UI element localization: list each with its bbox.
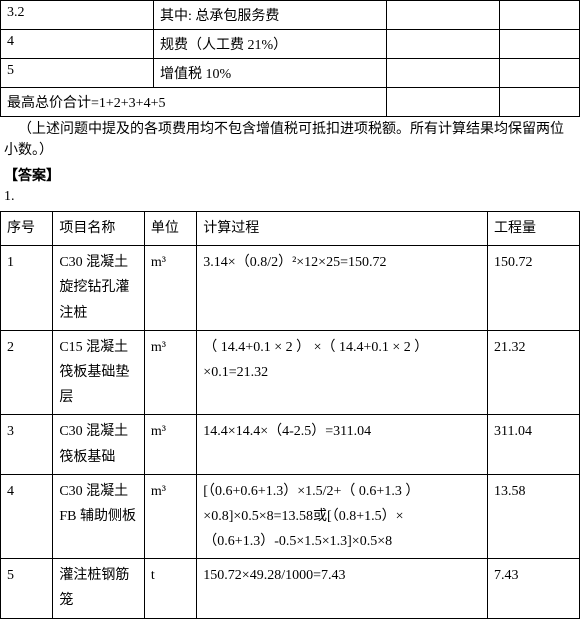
cell-desc: 增值税 10% — [154, 59, 387, 88]
table-header-row: 序号 项目名称 单位 计算过程 工程量 — [1, 212, 580, 246]
cell-calc: 3.14×（0.8/2）²×12×25=150.72 — [197, 246, 488, 331]
cell-qty: 311.04 — [488, 415, 580, 474]
cell-unit: m³ — [144, 474, 196, 559]
answer-label: 【答案】 — [0, 163, 580, 187]
cell-calc: 14.4×14.4×（4-2.5）=311.04 — [197, 415, 488, 474]
header-unit: 单位 — [144, 212, 196, 246]
cell-seq: 4 — [1, 474, 53, 559]
table-row-total: 最高总价合计=1+2+3+4+5 — [1, 88, 580, 117]
header-name: 项目名称 — [53, 212, 145, 246]
top-summary-table: 3.2 其中: 总承包服务费 4 规费（人工费 21%） 5 增值税 10% 最… — [0, 0, 580, 117]
cell-total: 最高总价合计=1+2+3+4+5 — [1, 88, 387, 117]
cell-unit: m³ — [144, 415, 196, 474]
cell-unit: m³ — [144, 330, 196, 415]
cell-empty — [387, 59, 500, 88]
cell-empty — [500, 30, 580, 59]
cell-qty: 7.43 — [488, 559, 580, 618]
cell-empty — [500, 1, 580, 30]
cell-calc: [（0.6+0.6+1.3）×1.5/2+（ 0.6+1.3 ） ×0.8]×0… — [197, 474, 488, 559]
number-label: 1. — [0, 187, 580, 207]
cell-empty — [500, 88, 580, 117]
header-seq: 序号 — [1, 212, 53, 246]
cell-name: C15 混凝土筏板基础垫层 — [53, 330, 145, 415]
cell-qty: 150.72 — [488, 246, 580, 331]
header-qty: 工程量 — [488, 212, 580, 246]
cell-qty: 21.32 — [488, 330, 580, 415]
cell-seq: 5 — [1, 559, 53, 618]
table-row: 5 增值税 10% — [1, 59, 580, 88]
cell-code: 3.2 — [1, 1, 154, 30]
cell-qty: 13.58 — [488, 474, 580, 559]
cell-name: 灌注桩钢筋笼 — [53, 559, 145, 618]
cell-seq: 2 — [1, 330, 53, 415]
calculation-table: 序号 项目名称 单位 计算过程 工程量 1 C30 混凝土旋挖钻孔灌注桩 m³ … — [0, 211, 580, 619]
cell-desc: 规费（人工费 21%） — [154, 30, 387, 59]
cell-name: C30 混凝土 FB 辅助侧板 — [53, 474, 145, 559]
cell-empty — [500, 59, 580, 88]
cell-name: C30 混凝土筏板基础 — [53, 415, 145, 474]
cell-calc: （ 14.4+0.1 × 2 ） ×（ 14.4+0.1 × 2 ） ×0.1=… — [197, 330, 488, 415]
cell-code: 5 — [1, 59, 154, 88]
cell-calc: 150.72×49.28/1000=7.43 — [197, 559, 488, 618]
table-row: 3.2 其中: 总承包服务费 — [1, 1, 580, 30]
table-row: 4 规费（人工费 21%） — [1, 30, 580, 59]
cell-unit: t — [144, 559, 196, 618]
cell-desc: 其中: 总承包服务费 — [154, 1, 387, 30]
table-row: 2 C15 混凝土筏板基础垫层 m³ （ 14.4+0.1 × 2 ） ×（ 1… — [1, 330, 580, 415]
header-calc: 计算过程 — [197, 212, 488, 246]
table-row: 1 C30 混凝土旋挖钻孔灌注桩 m³ 3.14×（0.8/2）²×12×25=… — [1, 246, 580, 331]
table-row: 4 C30 混凝土 FB 辅助侧板 m³ [（0.6+0.6+1.3）×1.5/… — [1, 474, 580, 559]
table-row: 5 灌注桩钢筋笼 t 150.72×49.28/1000=7.43 7.43 — [1, 559, 580, 618]
cell-seq: 1 — [1, 246, 53, 331]
note-text: （上述问题中提及的各项费用均不包含增值税可抵扣进项税额。所有计算结果均保留两位小… — [0, 117, 580, 163]
cell-name: C30 混凝土旋挖钻孔灌注桩 — [53, 246, 145, 331]
cell-empty — [387, 88, 500, 117]
table-row: 3 C30 混凝土筏板基础 m³ 14.4×14.4×（4-2.5）=311.0… — [1, 415, 580, 474]
cell-unit: m³ — [144, 246, 196, 331]
cell-code: 4 — [1, 30, 154, 59]
cell-seq: 3 — [1, 415, 53, 474]
cell-empty — [387, 1, 500, 30]
cell-empty — [387, 30, 500, 59]
